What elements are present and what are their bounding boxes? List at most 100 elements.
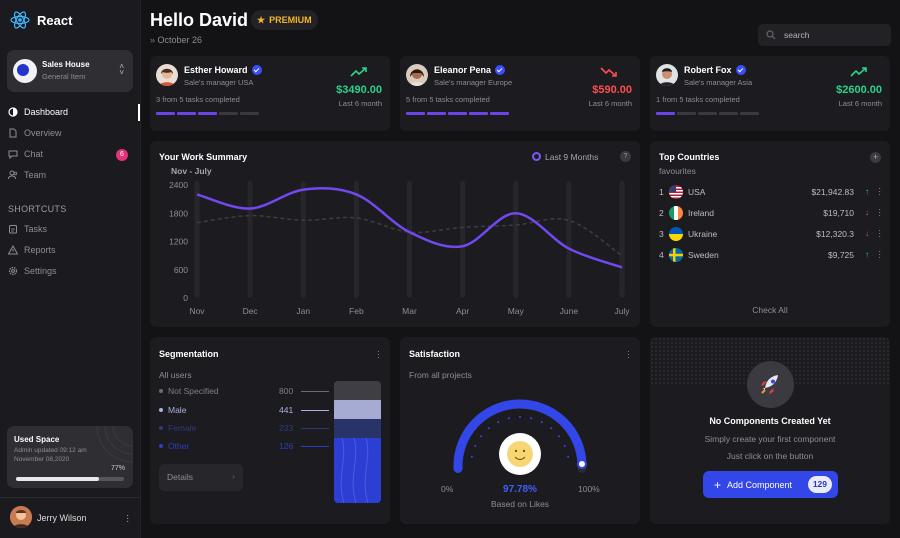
more-options-icon[interactable]: · · · [878,226,881,241]
segment-connector [301,391,329,392]
x-tick-label: June [560,306,579,316]
task-progress [156,112,259,115]
check-all-link[interactable]: Check All [752,305,788,315]
country-row[interactable]: 1 USA $21,942.83 ↑ · · · [659,184,884,200]
country-name: USA [688,187,706,197]
task-segment [740,112,759,115]
brand[interactable]: React [10,10,72,30]
segment-row[interactable]: Male 441 [159,405,329,417]
add-component-button[interactable]: + Add Component 129 [703,471,838,498]
legend-marker [532,152,541,161]
y-tick-label: 2400 [169,180,188,190]
segment-bullet [159,389,163,393]
more-options-icon[interactable]: · · · [878,205,881,220]
sidebar: React Sales House General Item ˄ ˅ Dashbo… [0,0,141,538]
tasks-completed: 1 from 5 tasks completed [656,95,740,104]
gauge-tick [540,421,543,424]
x-tick-label: Feb [349,306,364,316]
current-user[interactable]: Jerry Wilson · · · [0,497,141,538]
y-tick-label: 600 [174,265,188,275]
country-rank: 3 [659,229,664,239]
nav-item-settings[interactable]: Settings [8,266,57,276]
nav-item-team[interactable]: Team [8,170,46,180]
x-tick-label: Dec [243,306,259,316]
x-tick-label: Mar [402,306,417,316]
segment-block-male [334,400,381,419]
column-guide [460,181,466,298]
gauge-tick [487,427,490,430]
sales-amount: $590.00 [592,84,632,96]
sales-manager-card[interactable]: Esther Howard Sale's manager USA 3 from … [150,56,390,131]
satisfaction-gauge [453,399,587,475]
date-display: » October 26 [150,35,202,45]
used-space-card: Used Space Admin updated 09:12 am Novemb… [7,426,133,488]
task-segment [177,112,196,115]
series-line-secondary [196,214,623,257]
country-row[interactable]: 4 Sweden $9,725 ↑ · · · [659,247,884,263]
details-button[interactable]: Details › [159,464,243,491]
trend-up-icon [350,67,367,77]
add-icon[interactable]: + [870,152,881,163]
column-guide [407,181,412,298]
more-options-icon[interactable]: · · · [377,347,380,362]
tasks-completed: 3 from 5 tasks completed [156,95,240,104]
column-guide [300,181,306,298]
nav-item-reports[interactable]: Reports [8,245,56,255]
team-name: Sales House [42,60,90,69]
segment-row[interactable]: Female 233 [159,423,329,435]
segment-row[interactable]: Not Specified 800 [159,386,329,398]
nav-label: Tasks [24,224,48,234]
segment-row[interactable]: Other 126 [159,441,329,453]
country-row[interactable]: 2 Ireland $19,710 ↓ · · · [659,205,884,221]
segment-bullet [159,426,163,430]
x-tick-label: Nov [189,306,205,316]
period-filter[interactable]: Last 9 Months [545,152,599,162]
sales-manager-card[interactable]: Eleanor Pena Sale's manager Europe 5 fro… [400,56,640,131]
country-name: Sweden [688,250,719,260]
usa-flag-icon [669,185,683,199]
team-switcher[interactable]: Sales House General Item ˄ ˅ [7,50,133,92]
column-guide [353,181,359,298]
nav-item-chat[interactable]: Chat [8,149,43,159]
nav-item-dashboard[interactable]: Dashboard [8,107,68,117]
star-icon: ★ [257,14,266,25]
country-rank: 2 [659,208,664,218]
satisfaction-title: Satisfaction [409,349,461,359]
segment-block-not-specified [334,381,381,400]
team-subtitle: General Item [42,72,86,81]
more-options-icon[interactable]: · · · [878,247,881,262]
task-segment [656,112,675,115]
empty-state-line2: Just click on the button [726,451,814,461]
ireland-flag-icon [669,206,683,220]
more-options-icon[interactable]: · · · [878,184,881,199]
add-component-label: Add Component [727,479,793,490]
arrow-up-icon: ↑ [865,250,869,259]
premium-label: PREMIUM [269,15,312,25]
gauge-tick [530,417,533,420]
sweden-flag-icon [669,248,683,262]
segment-label: Female [168,423,197,433]
smiley-icon [507,441,533,467]
task-progress [656,112,759,115]
sales-period: Last 6 month [588,99,632,108]
chart-range-label: Nov - July [171,166,212,176]
search-bar[interactable]: search [758,24,891,46]
country-name: Ukraine [688,229,718,239]
more-options-icon[interactable]: · · · [126,510,130,527]
nav-item-tasks[interactable]: Tasks [8,224,47,234]
search-input[interactable]: search [784,30,810,40]
gauge-tick [557,435,560,438]
nav-item-overview[interactable]: Overview [8,128,62,138]
segment-connector [301,410,329,411]
help-icon[interactable]: ? [620,151,631,162]
sales-amount: $3490.00 [336,84,382,96]
more-options-icon[interactable]: · · · [627,347,630,362]
person-role: Sale's manager USA [184,78,254,87]
y-tick-label: 1800 [169,208,188,218]
nav-label: Dashboard [24,107,69,117]
sales-manager-card[interactable]: Robert Fox Sale's manager Asia 1 from 5 … [650,56,890,131]
country-row[interactable]: 3 Ukraine $12,320.3 ↓ · · · [659,226,884,242]
smiley-mouth [514,456,526,461]
segment-connector [301,428,329,429]
